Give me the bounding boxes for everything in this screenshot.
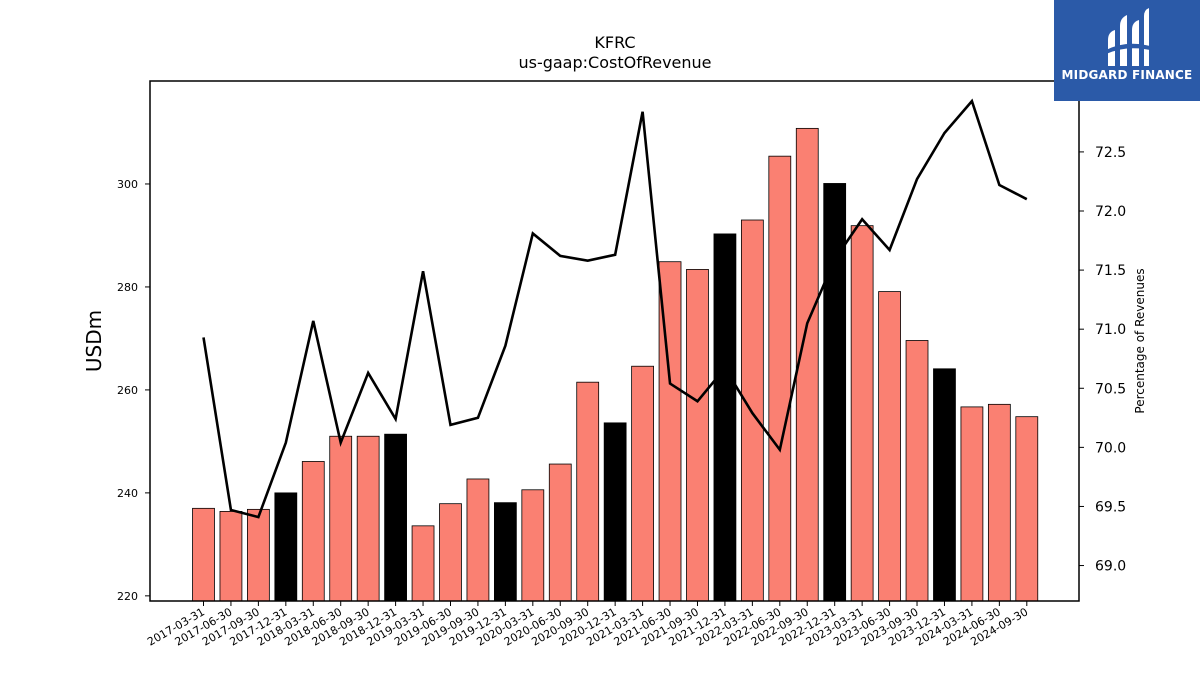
bar-2023-06-30: [878, 291, 901, 602]
bar-2019-09-30: [466, 478, 490, 602]
bar-2021-03-31: [631, 365, 654, 602]
bar-2018-12-31: [384, 433, 407, 602]
plot-frame: [149, 80, 1080, 602]
bar-2021-09-30: [686, 269, 709, 602]
bar-2020-12-31: [603, 422, 627, 602]
y2-tick-label: 69.0: [1095, 559, 1126, 575]
midgard-mark-icon: [1106, 8, 1150, 66]
bar-2019-06-30: [439, 503, 462, 602]
bar-2024-03-31: [960, 406, 984, 602]
bar-2023-09-30: [905, 340, 929, 602]
y2-tick-label: 72.5: [1095, 145, 1126, 161]
y-tick-label: 260: [117, 384, 138, 397]
bar-2023-12-31: [933, 368, 956, 602]
bar-2017-03-31: [192, 507, 215, 602]
percentage-line: [202, 98, 1028, 519]
left-axis-ticks: 220 240 260 280 300: [117, 178, 150, 603]
brand-name: MIDGARD FINANCE: [1061, 68, 1193, 82]
right-axis-ticks: 69.0 69.5 70.0 70.5 71.0 71.5 72.0 72.5: [1079, 145, 1126, 575]
bar-2017-12-31: [274, 492, 298, 602]
y2-axis-label: Percentage of Revenues: [1133, 268, 1147, 413]
brand-logo: MIDGARD FINANCE: [1054, 0, 1200, 101]
bar-2019-03-31: [411, 525, 435, 602]
bar-2022-03-31: [740, 219, 764, 602]
bar-2017-09-30: [247, 508, 270, 602]
bar-2021-12-31: [713, 233, 737, 602]
bar-group: [192, 127, 1039, 602]
bar-2020-09-30: [576, 381, 600, 602]
chart-title: KFRC: [594, 33, 635, 52]
bar-2019-12-31: [493, 502, 517, 602]
y2-tick-label: 69.5: [1095, 499, 1126, 515]
bar-2017-06-30: [219, 511, 243, 602]
bar-2024-09-30: [1015, 416, 1039, 602]
y-tick-label: 300: [117, 178, 138, 191]
y2-tick-label: 72.0: [1095, 204, 1126, 220]
bar-2018-09-30: [356, 435, 380, 602]
bar-2022-06-30: [768, 155, 792, 602]
y-tick-label: 220: [117, 590, 138, 603]
y2-tick-label: 70.5: [1095, 381, 1126, 397]
bar-2020-06-30: [548, 463, 572, 602]
y2-tick-label: 71.5: [1095, 263, 1126, 279]
y-tick-label: 280: [117, 281, 138, 294]
y2-tick-label: 70.0: [1095, 440, 1126, 456]
y-tick-label: 240: [117, 487, 138, 500]
y2-tick-label: 71.0: [1095, 322, 1126, 338]
bar-2020-03-31: [521, 489, 545, 602]
bar-2023-03-31: [850, 225, 874, 602]
bar-2024-06-30: [987, 403, 1011, 602]
chart-subtitle: us-gaap:CostOfRevenue: [518, 53, 711, 72]
y-axis-label: USDm: [82, 310, 106, 372]
bar-2018-06-30: [329, 435, 353, 602]
bar-2018-03-31: [301, 461, 325, 602]
x-axis-ticks: 2017-03-312017-06-302017-09-302017-12-31…: [145, 601, 1030, 649]
